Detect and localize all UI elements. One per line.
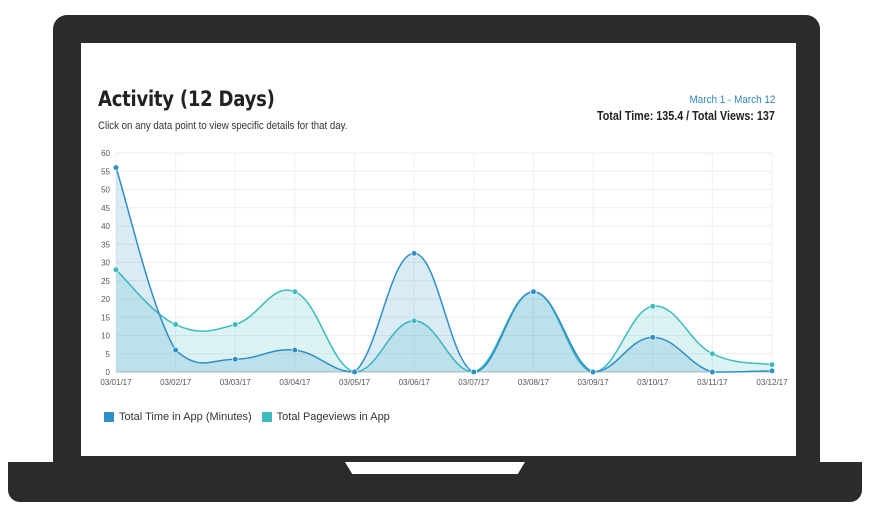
legend-item-pageviews[interactable]: Total Pageviews in App [261,411,390,423]
y-tick-label: 60 [101,149,110,158]
legend-swatch-pageviews [261,412,272,422]
data-point[interactable] [530,288,537,295]
data-point[interactable] [649,303,656,310]
data-point[interactable] [411,317,418,325]
y-tick-label: 30 [101,259,110,268]
x-tick-label: 03/04/17 [279,378,311,387]
x-tick-label: 03/03/17 [220,378,252,387]
data-point[interactable] [351,368,358,376]
x-tick-label: 03/11/17 [697,378,728,387]
y-tick-label: 25 [101,277,110,286]
x-tick-label: 03/12/17 [756,378,788,387]
x-tick-label: 03/01/17 [100,378,132,387]
legend-label-time: Total Time in App (Minutes) [119,411,252,423]
data-point[interactable] [291,347,299,354]
y-tick-label: 35 [101,240,110,249]
laptop-screen: Activity (12 Days) Click on any data poi… [81,43,796,456]
data-point[interactable] [112,164,120,171]
y-tick-label: 20 [101,295,110,304]
x-tick-label: 03/06/17 [399,378,431,387]
y-tick-label: 45 [101,204,110,213]
y-tick-label: 5 [106,350,111,359]
date-range-link[interactable]: March 1 - March 12 [689,94,775,106]
series-line-0 [115,167,773,373]
data-point[interactable] [232,321,239,328]
x-tick-label: 03/07/17 [458,378,490,387]
data-point[interactable] [172,347,179,354]
laptop-base-notch [345,462,525,474]
series-area-0 [116,167,772,372]
page-subtitle: Click on any data point to view specific… [98,120,348,132]
totals-summary: Total Time: 135.4 / Total Views: 137 [597,109,775,123]
data-point[interactable] [291,288,299,295]
y-tick-label: 15 [101,313,110,322]
activity-chart: 0 5 10 15 20 25 30 35 40 45 50 55 60 03/01/17 03/02/17… [100,149,788,387]
chart-legend: Total Time in App (Minutes) Total Pagevi… [104,411,400,423]
data-point[interactable] [768,367,776,375]
data-point[interactable] [232,356,239,363]
data-point[interactable] [649,334,656,341]
data-point[interactable] [709,350,716,357]
y-tick-label: 55 [101,167,110,176]
series-area-1 [116,269,772,372]
data-point[interactable] [411,250,418,257]
x-tick-label: 03/08/17 [518,378,550,387]
x-tick-label: 03/09/17 [578,378,610,387]
data-point[interactable] [768,361,776,368]
y-tick-label: 40 [101,222,110,231]
data-point[interactable] [112,266,120,273]
y-tick-label: 50 [101,186,110,195]
page-title: Activity (12 Days) [98,87,275,111]
data-point[interactable] [589,368,597,376]
data-point[interactable] [709,368,716,376]
legend-label-pageviews: Total Pageviews in App [276,411,390,423]
x-tick-label: 03/05/17 [339,378,371,387]
y-tick-label: 10 [101,332,110,341]
data-point[interactable] [470,368,477,376]
x-tick-label: 03/10/17 [637,378,669,387]
legend-item-time[interactable]: Total Time in App (Minutes) [104,411,252,423]
x-tick-label: 03/02/17 [160,378,192,387]
legend-swatch-time [104,412,114,422]
y-tick-label: 0 [106,368,111,377]
data-point[interactable] [172,321,179,328]
